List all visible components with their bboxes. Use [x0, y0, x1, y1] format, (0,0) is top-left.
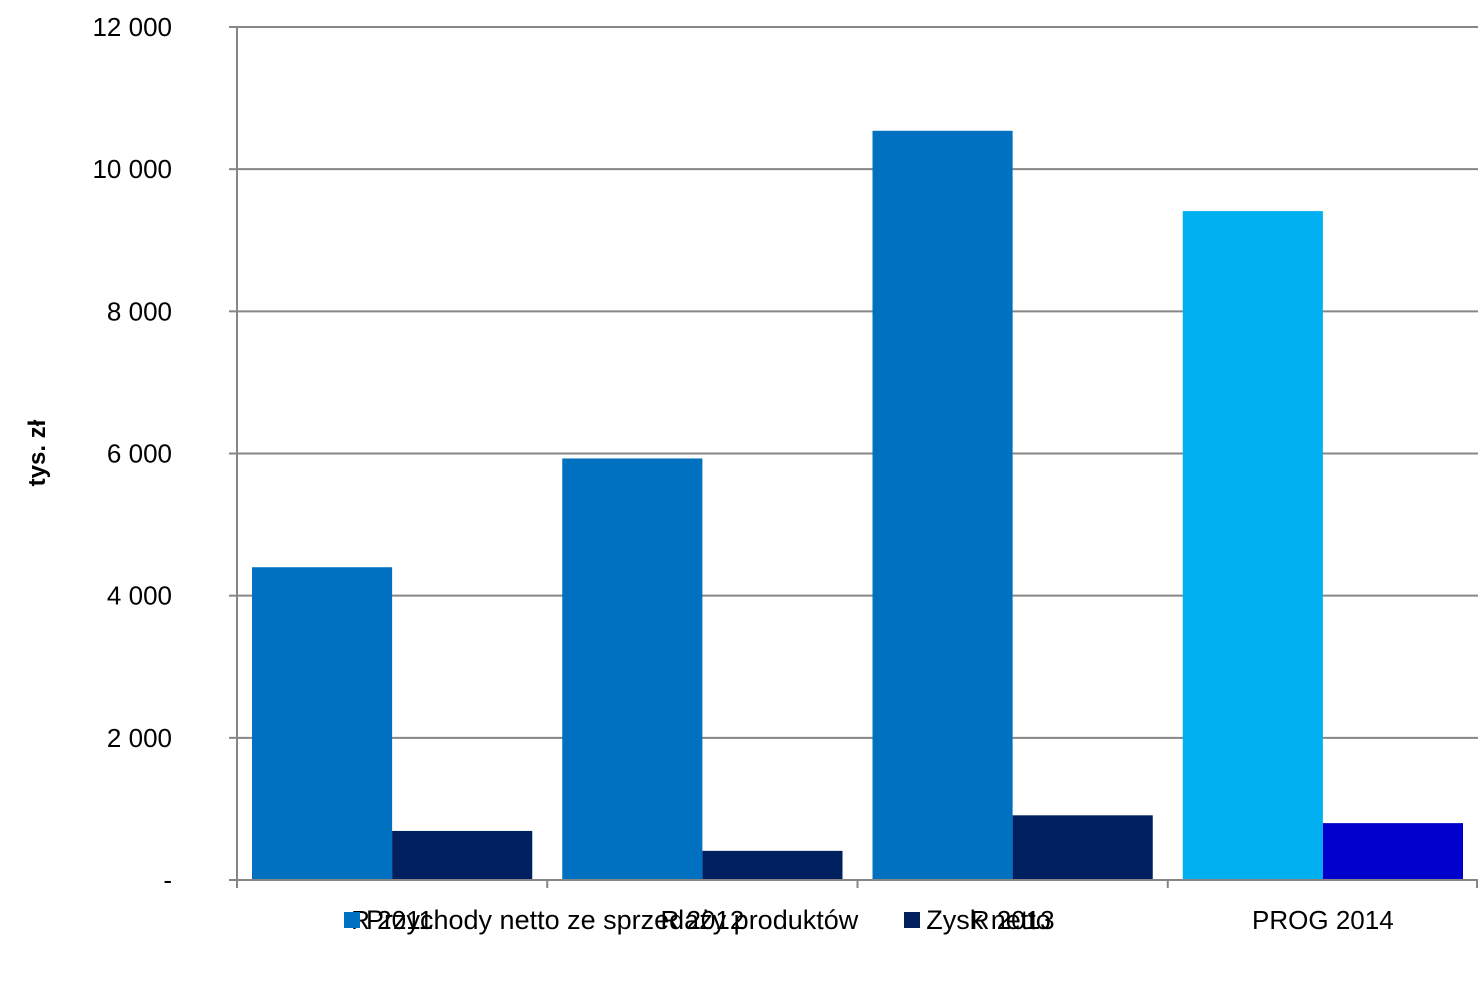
bar-revenue	[562, 458, 703, 880]
legend-swatch-net-profit	[904, 912, 921, 928]
y-tick-label: 10 000	[92, 154, 172, 184]
x-tick-label: R 2012	[660, 905, 744, 935]
x-tick-label: PROG 2014	[1252, 905, 1394, 935]
y-tick-label: 4 000	[107, 581, 172, 611]
y-tick-labels: - 2 000 4 000 6 000 8 000 10 000 12 000	[92, 12, 172, 895]
x-tick-label: R 2011	[351, 905, 433, 935]
x-tick-label: R 2013	[971, 905, 1055, 935]
bar-revenue	[252, 567, 393, 880]
y-tick-label: 2 000	[107, 723, 172, 753]
legend-item-revenue: Przychody netto ze sprzedaży produktów	[344, 905, 858, 936]
bars	[252, 130, 1463, 880]
legend-swatch-revenue	[344, 912, 360, 928]
legend-item-net-profit: Zysk netto	[904, 905, 1051, 936]
legend-label-revenue: Przychody netto ze sprzedaży produktów	[366, 904, 859, 935]
legend: Przychody netto ze sprzedaży produktów Z…	[344, 900, 1051, 940]
bar-net-profit	[1012, 815, 1153, 880]
bar-net-profit	[392, 830, 533, 880]
y-tick-label: -	[163, 865, 172, 895]
y-tick-label: 12 000	[92, 12, 172, 42]
bar-revenue	[872, 130, 1013, 880]
bar-net-profit	[702, 850, 843, 880]
y-tick-label: 8 000	[107, 296, 172, 326]
axes	[229, 26, 1478, 888]
y-tick-label: 6 000	[107, 439, 172, 469]
legend-label-net-profit: Zysk netto	[926, 904, 1051, 935]
bar-revenue	[1182, 211, 1323, 880]
bar-net-profit	[1322, 823, 1463, 880]
x-tick-labels: R 2011 R 2012 R 2013 PROG 2014	[351, 905, 1394, 935]
y-axis-label: tys. zł	[24, 419, 51, 486]
